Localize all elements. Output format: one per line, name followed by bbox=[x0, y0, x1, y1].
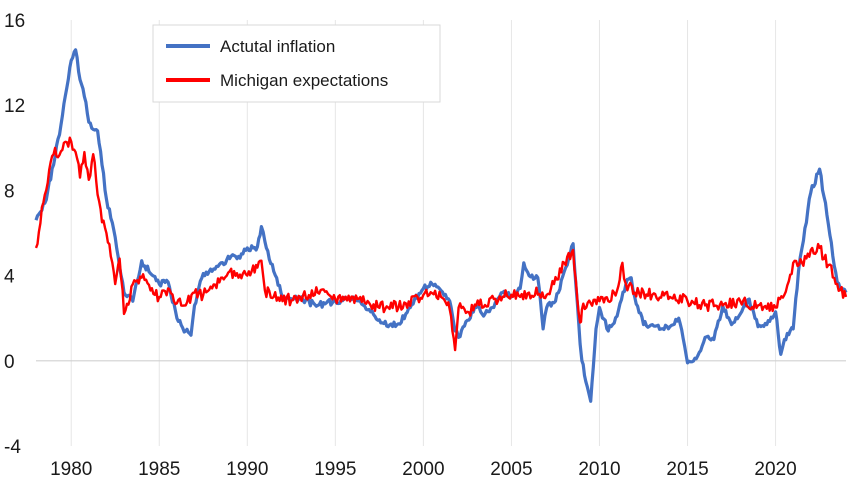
y-tick-label: 16 bbox=[4, 11, 25, 32]
y-tick-label: 8 bbox=[4, 181, 15, 202]
x-tick-label: 2010 bbox=[578, 459, 620, 480]
y-tick-label: 4 bbox=[4, 267, 15, 288]
legend-label-actual-inflation: Actutal inflation bbox=[220, 37, 335, 56]
legend-box bbox=[152, 24, 441, 103]
x-tick-label: 2005 bbox=[490, 459, 532, 480]
x-axis-ticks: 1980 1985 1990 1995 2000 2005 2010 2015 2020 bbox=[50, 459, 797, 480]
y-tick-label: 0 bbox=[4, 352, 15, 373]
x-tick-label: 1985 bbox=[138, 459, 180, 480]
legend-label-michigan-expectations: Michigan expectations bbox=[220, 71, 388, 90]
x-tick-label: 1990 bbox=[226, 459, 268, 480]
x-tick-label: 2000 bbox=[402, 459, 444, 480]
x-tick-label: 1980 bbox=[50, 459, 92, 480]
y-tick-label: 12 bbox=[4, 96, 25, 117]
y-tick-label: -4 bbox=[4, 437, 21, 458]
x-tick-label: 2020 bbox=[754, 459, 796, 480]
series-layer bbox=[34, 48, 848, 403]
series-line-actutal-inflation bbox=[34, 48, 848, 403]
x-tick-label: 1995 bbox=[314, 459, 356, 480]
legend: Actutal inflation Michigan expectations bbox=[152, 24, 441, 103]
y-axis-ticks: -4 0 4 8 12 16 bbox=[4, 11, 25, 458]
x-tick-label: 2015 bbox=[666, 459, 708, 480]
series-line-michigan-expectations bbox=[34, 136, 848, 352]
